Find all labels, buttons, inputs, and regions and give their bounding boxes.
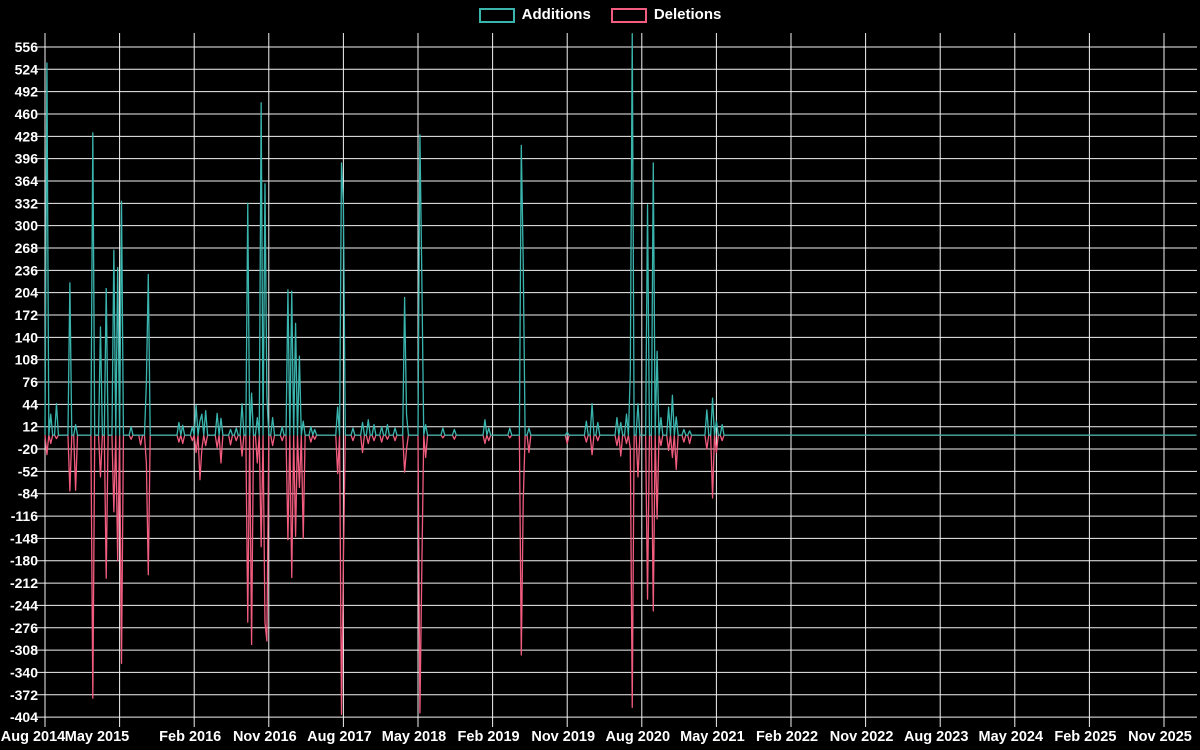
y-tick-label: 108 [15, 352, 39, 368]
x-tick-label: May 2024 [979, 729, 1044, 745]
y-tick-label: 300 [15, 218, 39, 234]
y-tick-label: 332 [15, 195, 39, 211]
y-tick-label: -116 [11, 508, 38, 524]
x-tick-label: May 2021 [680, 729, 745, 745]
x-tick-label: Nov 2025 [1128, 729, 1192, 745]
y-tick-label: -372 [10, 687, 38, 703]
y-tick-label: -52 [18, 463, 38, 479]
x-tick-label: Aug 2023 [904, 729, 968, 745]
y-tick-label: 44 [22, 396, 38, 412]
y-tick-label: 204 [15, 285, 39, 301]
legend-item-additions[interactable]: Additions [478, 6, 591, 24]
y-tick-label: -212 [10, 575, 38, 591]
x-tick-label: Aug 2020 [606, 729, 670, 745]
x-tick-label: Aug 2017 [307, 729, 371, 745]
y-tick-label: 460 [15, 106, 39, 122]
y-tick-label: 140 [15, 329, 39, 345]
y-tick-label: 12 [22, 419, 38, 435]
y-tick-label: 172 [15, 307, 39, 323]
y-tick-label: -308 [10, 642, 38, 658]
y-tick-label: -244 [10, 597, 38, 613]
x-tick-label: Nov 2016 [233, 729, 297, 745]
additions-legend-label: Additions [521, 6, 591, 23]
y-tick-label: -180 [10, 553, 38, 569]
x-tick-label: Feb 2025 [1054, 729, 1116, 745]
deletions-swatch-icon [610, 7, 647, 23]
additions-swatch-icon [478, 7, 515, 23]
x-tick-label: May 2018 [382, 729, 447, 745]
y-tick-label: -276 [10, 620, 38, 636]
y-tick-label: 556 [15, 39, 39, 55]
y-tick-label: -148 [10, 530, 38, 546]
y-tick-label: -404 [10, 709, 38, 725]
chart-legend: Additions Deletions [0, 6, 1200, 24]
deletions-legend-label: Deletions [653, 6, 722, 23]
x-tick-label: Aug 2014 [1, 729, 65, 745]
y-tick-label: 524 [15, 61, 39, 77]
x-tick-label: May 2015 [65, 729, 130, 745]
y-tick-label: 428 [15, 128, 39, 144]
y-tick-label: 268 [15, 240, 39, 256]
y-tick-label: -20 [18, 441, 38, 457]
y-tick-label: 236 [15, 262, 39, 278]
x-tick-label: Nov 2019 [531, 729, 595, 745]
x-tick-label: Feb 2019 [458, 729, 520, 745]
additions-line [44, 33, 1197, 436]
y-tick-label: 76 [22, 374, 38, 390]
y-tick-label: 364 [15, 173, 39, 189]
y-tick-label: 492 [15, 84, 39, 100]
legend-item-deletions[interactable]: Deletions [610, 6, 722, 24]
x-tick-label: Feb 2022 [756, 729, 818, 745]
x-tick-label: Nov 2022 [830, 729, 894, 745]
y-tick-label: -84 [18, 486, 38, 502]
x-tick-label: Feb 2016 [159, 729, 221, 745]
y-tick-label: 396 [15, 151, 39, 167]
y-tick-label: -340 [10, 664, 38, 680]
